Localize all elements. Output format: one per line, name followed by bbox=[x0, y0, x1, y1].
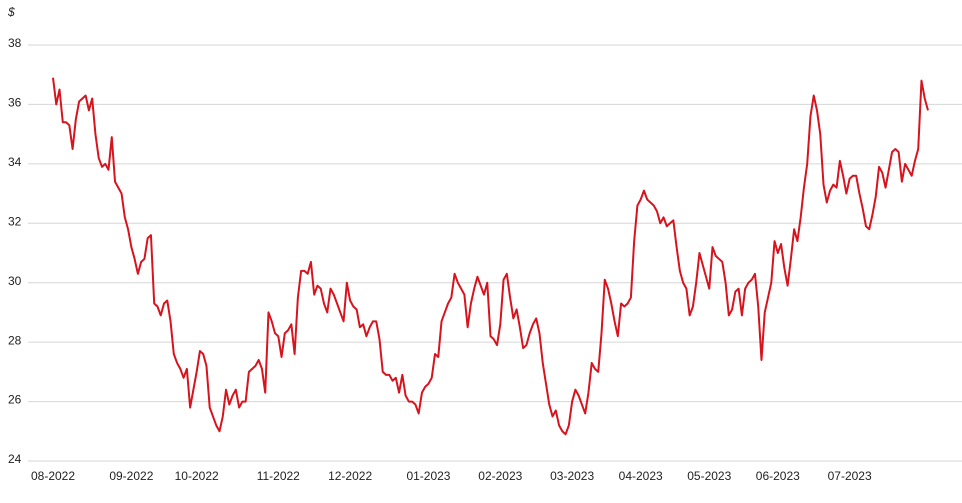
y-tick-label: 32 bbox=[8, 214, 22, 228]
x-tick-label: 10-2022 bbox=[175, 469, 219, 483]
x-tick-label: 04-2023 bbox=[619, 469, 663, 483]
x-tick-label: 03-2023 bbox=[550, 469, 594, 483]
y-tick-label: 28 bbox=[8, 333, 22, 347]
x-tick-label: 08-2022 bbox=[31, 469, 75, 483]
y-tick-label: 38 bbox=[8, 36, 22, 50]
x-tick-label: 01-2023 bbox=[406, 469, 450, 483]
y-tick-label: 24 bbox=[8, 452, 22, 466]
x-tick-label: 05-2023 bbox=[687, 469, 731, 483]
y-axis-label: $ bbox=[7, 5, 15, 19]
x-tick-label: 02-2023 bbox=[478, 469, 522, 483]
y-tick-label: 30 bbox=[8, 274, 22, 288]
x-tick-label: 07-2023 bbox=[828, 469, 872, 483]
y-tick-label: 36 bbox=[8, 96, 22, 110]
x-tick-label: 06-2023 bbox=[756, 469, 800, 483]
x-tick-label: 11-2022 bbox=[257, 469, 300, 483]
x-tick-label: 09-2022 bbox=[109, 469, 153, 483]
y-tick-label: 26 bbox=[8, 393, 22, 407]
y-tick-label: 34 bbox=[8, 155, 22, 169]
price-line bbox=[52, 77, 929, 436]
x-tick-label: 12-2022 bbox=[328, 469, 372, 483]
